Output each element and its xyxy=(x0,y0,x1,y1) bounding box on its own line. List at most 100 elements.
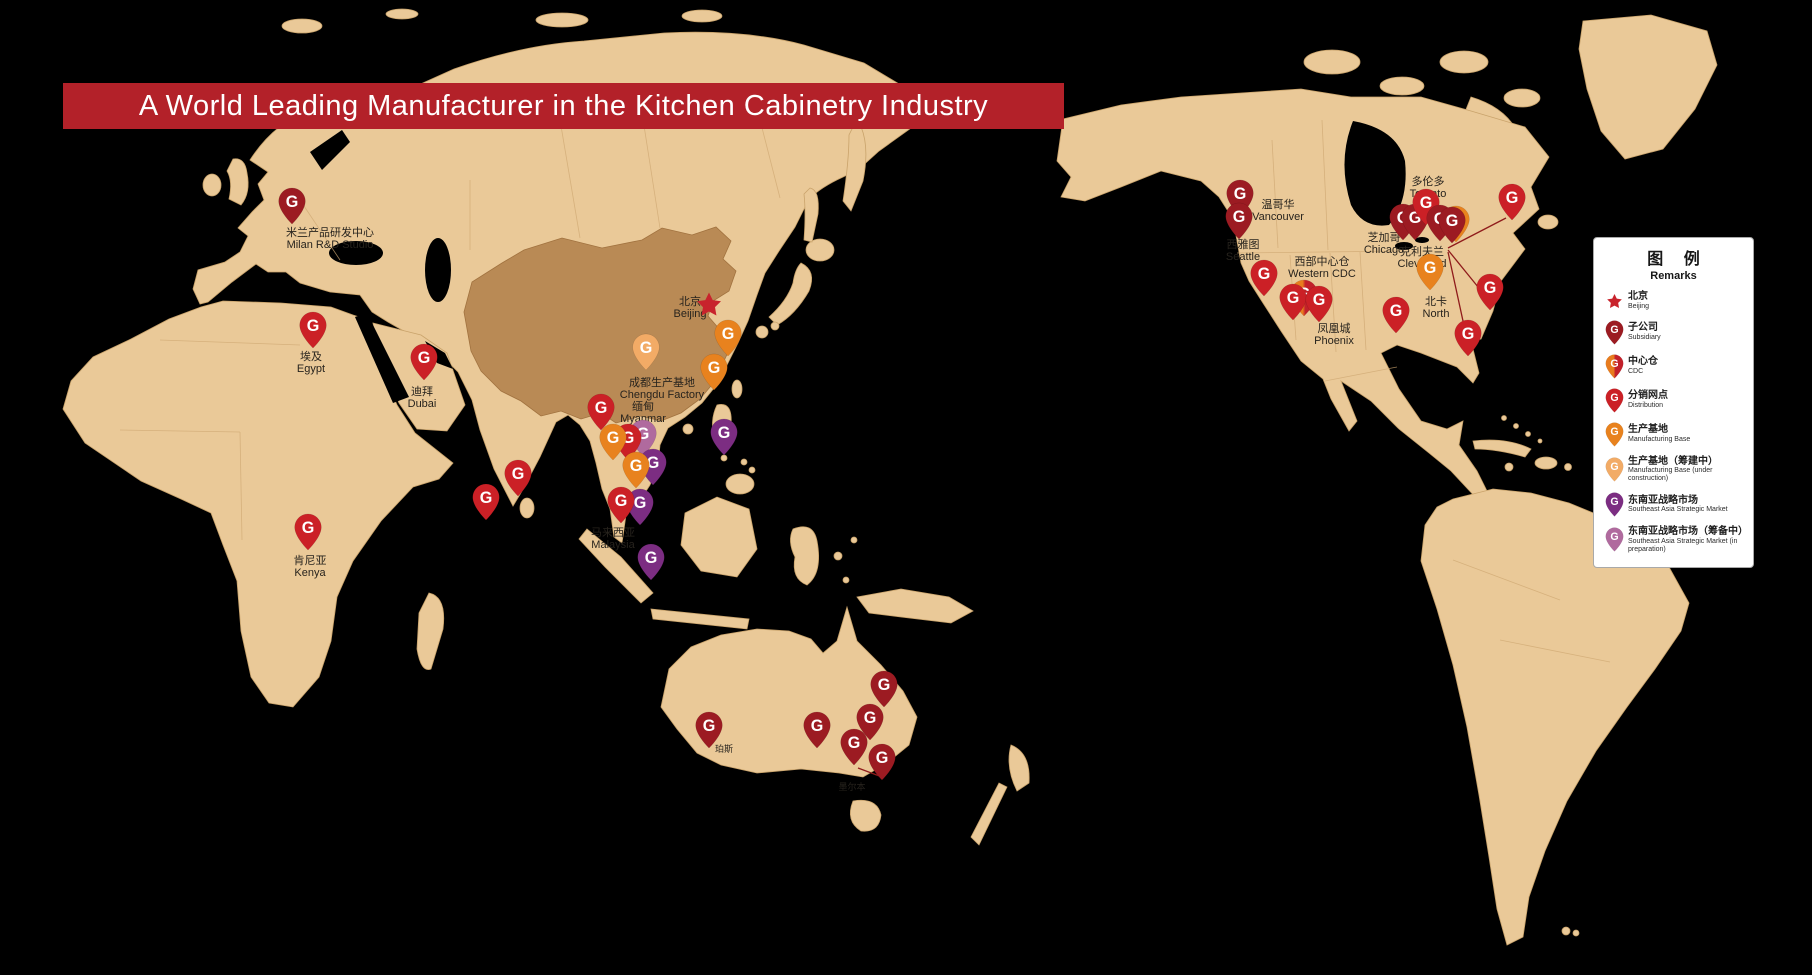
map-pin-subsidiary: G xyxy=(803,711,832,749)
map-pin-subsidiary: G xyxy=(868,743,897,781)
legend-panel: 图 例 Remarks 北京 Beijing G 子公司 Subsidiary G 中心仓 C… xyxy=(1593,237,1754,568)
map-pin-distribution: G xyxy=(1250,259,1279,297)
svg-text:G: G xyxy=(1610,496,1618,508)
legend-item-text: 生产基地 Manufacturing Base xyxy=(1628,424,1691,443)
map-label: 成都生产基地 Chengdu Factory xyxy=(619,377,705,402)
svg-text:G: G xyxy=(1610,426,1618,438)
svg-text:G: G xyxy=(1446,212,1459,230)
svg-text:G: G xyxy=(1234,185,1247,203)
svg-text:G: G xyxy=(811,717,824,735)
svg-text:G: G xyxy=(1258,265,1271,283)
svg-text:G: G xyxy=(1462,325,1475,343)
map-label: 西部中心仓 Western CDC xyxy=(1288,256,1356,281)
svg-text:G: G xyxy=(703,717,716,735)
map-label: 肯尼亚 Kenya xyxy=(293,555,327,580)
map-pin-sea: G xyxy=(637,543,666,581)
svg-text:G: G xyxy=(640,339,653,357)
map-pin-manufacturing: G xyxy=(714,319,743,357)
map-pin-distribution: G xyxy=(607,486,636,524)
svg-text:G: G xyxy=(418,349,431,367)
svg-text:G: G xyxy=(630,457,643,475)
svg-text:G: G xyxy=(878,676,891,694)
map-label: 北京 Beijing xyxy=(673,296,707,321)
pin-icon-sea_prep: G xyxy=(1602,527,1626,553)
svg-text:G: G xyxy=(302,519,315,537)
legend-item-sea_prep: G 东南亚战略市场（筹备中） Southeast Asia Strategic Ma… xyxy=(1602,526,1748,554)
map-pin-subsidiary: G xyxy=(695,711,724,749)
banner: A World Leading Manufacturer in the Kitc… xyxy=(63,83,1064,129)
pin-icon-cdc: G xyxy=(1602,354,1626,379)
svg-text:G: G xyxy=(607,429,620,447)
map-pin-subsidiary: G xyxy=(856,703,885,741)
legend-item-text: 生产基地（筹建中） Manufacturing Base (under const… xyxy=(1628,455,1718,483)
star-icon xyxy=(1602,293,1626,308)
svg-text:G: G xyxy=(512,465,525,483)
svg-text:G: G xyxy=(480,489,493,507)
map-pin-subsidiary: G xyxy=(870,670,899,708)
svg-text:G: G xyxy=(645,549,658,567)
country-borders xyxy=(119,99,1611,663)
map-label: 埃及 Egypt xyxy=(296,351,326,376)
legend-item-text: 分销网点 Distribution xyxy=(1628,390,1668,409)
map-pin-subsidiary: G xyxy=(1438,206,1467,244)
legend-items: 北京 Beijing G 子公司 Subsidiary G 中心仓 CDC G 分销网点 Distr… xyxy=(1602,291,1748,554)
pin-icon-subsidiary: G xyxy=(1602,320,1626,345)
svg-text:G: G xyxy=(1420,194,1433,212)
legend-item-distribution: G 分销网点 Distribution xyxy=(1602,388,1745,413)
map-pin-distribution: G xyxy=(1305,285,1334,323)
map-pin-manufacturing: G xyxy=(599,423,628,461)
svg-text:G: G xyxy=(1390,302,1403,320)
svg-text:G: G xyxy=(647,454,660,472)
map-pin-distribution: G xyxy=(299,311,328,349)
svg-text:G: G xyxy=(615,492,628,510)
map-label: 北卡 North xyxy=(1422,296,1450,321)
svg-text:G: G xyxy=(634,494,647,512)
pin-icon-manufacturing_uc: G xyxy=(1602,457,1626,482)
map-label: 缅甸 Myanmar xyxy=(620,401,666,426)
svg-text:G: G xyxy=(1610,324,1618,336)
pin-icon-distribution: G xyxy=(1602,388,1626,413)
svg-text:G: G xyxy=(1287,289,1300,307)
map-pin-distribution: G xyxy=(504,459,533,497)
map-label: 马来西亚 Malaysia xyxy=(591,527,635,552)
map-pin-distribution: G xyxy=(1454,319,1483,357)
map-label: 西雅图 Seattle xyxy=(1225,239,1261,264)
legend-item-manufacturing_uc: G 生产基地（筹建中） Manufacturing Base (under cons… xyxy=(1602,456,1745,484)
map-pin-manufacturing: G xyxy=(1416,253,1445,291)
legend-item-cdc: G 中心仓 CDC xyxy=(1602,354,1745,379)
map-pin-distribution: G xyxy=(1279,283,1308,321)
legend-item-text: 北京 Beijing xyxy=(1628,291,1650,310)
map-label: 温哥华 Vancouver xyxy=(1252,199,1304,224)
map-pin-distribution: G xyxy=(1476,273,1505,311)
map-pin-manufacturing: G xyxy=(622,451,651,489)
svg-text:G: G xyxy=(1484,279,1497,297)
legend-item-subsidiary: G 子公司 Subsidiary xyxy=(1602,320,1745,345)
legend-title: 图 例 Remarks xyxy=(1602,245,1745,282)
map-pin-manufacturing: G xyxy=(700,353,729,391)
legend-item-text: 中心仓 CDC xyxy=(1628,356,1658,375)
svg-text:G: G xyxy=(1506,189,1519,207)
legend-item-text: 东南亚战略市场（筹备中） Southeast Asia Strategic Mar… xyxy=(1628,526,1748,553)
svg-text:G: G xyxy=(1610,532,1618,544)
svg-text:G: G xyxy=(876,749,889,767)
map-label: 凤凰城 Phoenix xyxy=(1314,323,1354,348)
map-pin-subsidiary: G xyxy=(840,728,869,766)
map-pin-distribution: G xyxy=(587,393,616,431)
map-pin-distribution: G xyxy=(410,343,439,381)
svg-text:G: G xyxy=(718,424,731,442)
pin-icon-sea: G xyxy=(1602,492,1626,517)
svg-text:G: G xyxy=(595,399,608,417)
map-pin-subsidiary: G xyxy=(1225,202,1254,240)
legend-item-sea: G 东南亚战略市场 Southeast Asia Strategic Market xyxy=(1602,492,1745,517)
banner-text: A World Leading Manufacturer in the Kitc… xyxy=(138,90,989,122)
legend-item-manufacturing: G 生产基地 Manufacturing Base xyxy=(1602,422,1745,447)
legend-item-text: 东南亚战略市场 Southeast Asia Strategic Market xyxy=(1628,494,1728,514)
pin-icon-manufacturing: G xyxy=(1602,422,1626,447)
svg-text:G: G xyxy=(864,709,877,727)
svg-text:G: G xyxy=(1313,291,1326,309)
legend-title-zh: 图 例 xyxy=(1647,251,1708,268)
map-pin-distribution: G xyxy=(1498,183,1527,221)
